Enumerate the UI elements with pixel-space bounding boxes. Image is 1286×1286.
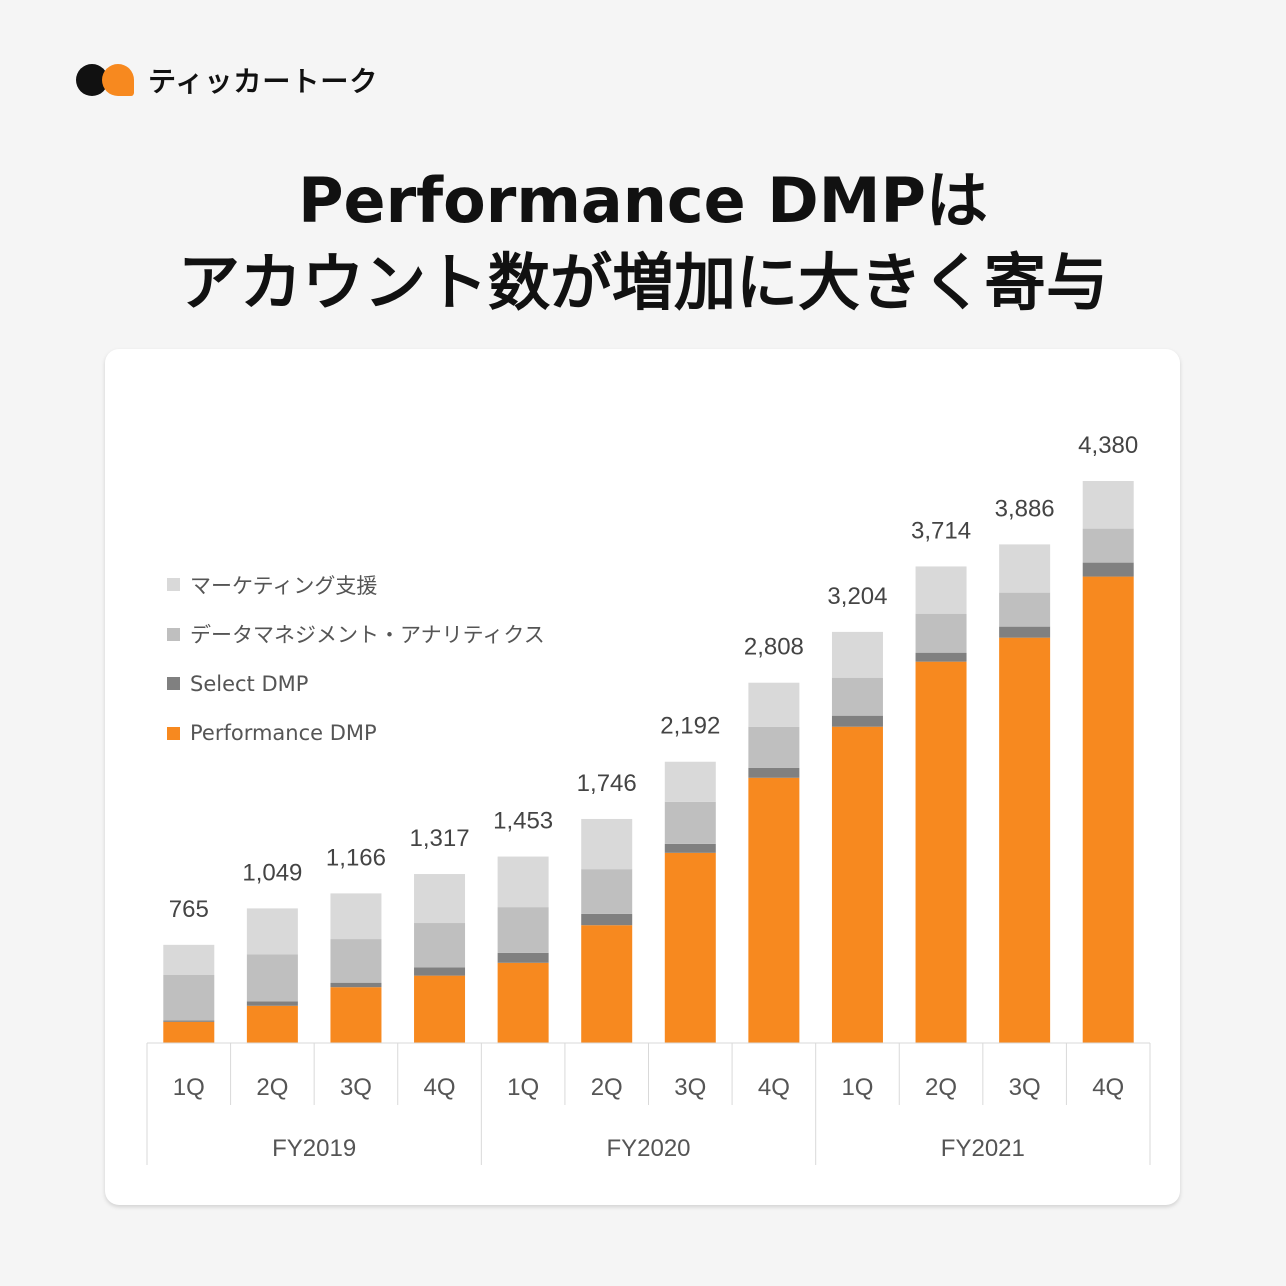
- bar-segment-マーケティング支援: [915, 566, 967, 614]
- total-label: 765: [169, 896, 209, 923]
- legend-swatch: [167, 627, 180, 641]
- title-line-1: Performance DMPは: [298, 164, 988, 237]
- group-label: FY2021: [941, 1135, 1025, 1162]
- x-tick-label: 2Q: [256, 1074, 288, 1101]
- bar-segment-マーケティング支援: [581, 818, 633, 870]
- bar-segment-マーケティング支援: [999, 544, 1051, 593]
- bar-segment-select-dmp: [330, 982, 382, 988]
- bar-segment-マーケティング支援: [831, 631, 883, 678]
- total-label: 1,166: [326, 844, 386, 871]
- legend-label: Select DMP: [190, 671, 309, 696]
- x-tick-label: 3Q: [1009, 1074, 1041, 1101]
- legend-item: Performance DMP: [167, 709, 545, 759]
- bar-segment-select-dmp: [414, 967, 466, 976]
- x-tick-label: 3Q: [340, 1074, 372, 1101]
- bar-segment-performance-dmp: [915, 661, 967, 1043]
- bar-segment-performance-dmp: [246, 1005, 298, 1043]
- x-tick-label: 2Q: [591, 1074, 623, 1101]
- bar-segment-select-dmp: [246, 1001, 298, 1006]
- chart-legend: マーケティング支援データマネジメント・アナリティクス Select DMP Perf…: [167, 560, 545, 758]
- x-tick-label: 4Q: [1092, 1074, 1124, 1101]
- total-label: 1,453: [493, 808, 553, 835]
- bar-segment-performance-dmp: [581, 925, 633, 1043]
- logo-icon: [76, 62, 136, 98]
- total-label: 1,746: [577, 770, 637, 797]
- legend-item: マーケティング支援: [167, 560, 545, 610]
- bar-segment-マーケティング支援: [246, 908, 298, 955]
- brand-logo: ティッカートーク: [76, 60, 378, 100]
- total-label: 2,192: [660, 713, 720, 740]
- bar-segment-データマネジメント・アナリティクス: [414, 923, 466, 968]
- bar-segment-select-dmp: [581, 913, 633, 926]
- bar-segment-データマネジメント・アナリティクス: [246, 954, 298, 1002]
- bar-segment-データマネジメント・アナリティクス: [664, 801, 716, 844]
- bar-segment-select-dmp: [915, 652, 967, 662]
- legend-item: Select DMP: [167, 659, 545, 709]
- brand-name: ティッカートーク: [148, 65, 379, 98]
- bar-segment-データマネジメント・アナリティクス: [581, 869, 633, 914]
- legend-swatch: [167, 677, 180, 691]
- bar-segment-マーケティング支援: [163, 944, 215, 975]
- total-label: 3,714: [911, 517, 971, 544]
- bar-segment-データマネジメント・アナリティクス: [999, 592, 1051, 627]
- bar-segment-performance-dmp: [163, 1021, 215, 1043]
- bar-segment-select-dmp: [1082, 562, 1134, 577]
- bar-segment-マーケティング支援: [748, 682, 800, 727]
- bar-segment-performance-dmp: [999, 637, 1051, 1043]
- x-tick-label: 1Q: [173, 1074, 205, 1101]
- x-tick-label: 2Q: [925, 1074, 957, 1101]
- total-label: 1,317: [410, 825, 470, 852]
- bar-segment-performance-dmp: [497, 962, 549, 1043]
- bar-segment-select-dmp: [163, 1020, 215, 1022]
- total-label: 3,204: [827, 583, 887, 610]
- bar-segment-マーケティング支援: [330, 893, 382, 940]
- group-label: FY2020: [606, 1135, 690, 1162]
- legend-label: マーケティング支援: [190, 573, 378, 598]
- bar-segment-performance-dmp: [831, 726, 883, 1043]
- bar-segment-データマネジメント・アナリティクス: [497, 907, 549, 953]
- total-label: 3,886: [995, 495, 1055, 522]
- x-tick-label: 3Q: [674, 1074, 706, 1101]
- total-label: 1,049: [242, 859, 302, 886]
- legend-item: データマネジメント・アナリティクス: [167, 610, 545, 660]
- legend-label: データマネジメント・アナリティクス: [190, 623, 545, 648]
- bar-segment-performance-dmp: [330, 987, 382, 1043]
- legend-swatch: [167, 726, 180, 740]
- bar-segment-データマネジメント・アナリティクス: [831, 677, 883, 716]
- bar-segment-データマネジメント・アナリティクス: [330, 939, 382, 983]
- total-label: 2,808: [744, 634, 804, 661]
- bar-segment-マーケティング支援: [1082, 481, 1134, 529]
- x-tick-label: 1Q: [507, 1074, 539, 1101]
- bar-segment-データマネジメント・アナリティクス: [163, 974, 215, 1021]
- bar-segment-データマネジメント・アナリティクス: [1082, 528, 1134, 563]
- x-tick-label: 1Q: [841, 1074, 873, 1101]
- bar-segment-データマネジメント・アナリティクス: [748, 726, 800, 768]
- x-tick-label: 4Q: [424, 1074, 456, 1101]
- bar-segment-performance-dmp: [1082, 576, 1134, 1043]
- bar-segment-select-dmp: [999, 626, 1051, 638]
- bar-segment-マーケティング支援: [414, 874, 466, 924]
- bar-segment-performance-dmp: [664, 852, 716, 1043]
- bar-segment-データマネジメント・アナリティクス: [915, 613, 967, 653]
- bar-segment-select-dmp: [831, 715, 883, 727]
- title-line-2: アカウント数が増加に大きく寄与: [177, 246, 1108, 319]
- page-title: Performance DMPは アカウント数が増加に大きく寄与: [0, 160, 1286, 324]
- bar-segment-マーケティング支援: [497, 856, 549, 908]
- legend-label: Performance DMP: [190, 721, 377, 746]
- bar-segment-マーケティング支援: [664, 761, 716, 802]
- legend-swatch: [167, 578, 180, 592]
- bar-segment-select-dmp: [664, 843, 716, 853]
- bar-segment-select-dmp: [497, 952, 549, 963]
- bar-segment-performance-dmp: [414, 975, 466, 1043]
- x-tick-label: 4Q: [758, 1074, 790, 1101]
- total-label: 4,380: [1078, 432, 1138, 459]
- group-label: FY2019: [272, 1135, 356, 1162]
- bar-segment-select-dmp: [748, 767, 800, 778]
- bar-segment-performance-dmp: [748, 777, 800, 1043]
